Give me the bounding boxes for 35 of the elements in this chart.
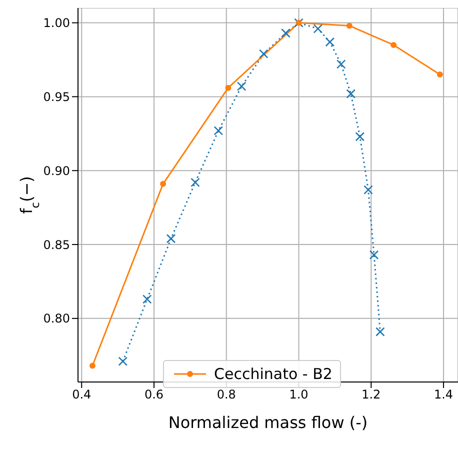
y-tick-label: 1.00 — [43, 16, 70, 30]
y-tick-label: 0.80 — [43, 312, 70, 326]
point — [325, 37, 335, 47]
legend-label: Cecchinato - B2 — [214, 365, 332, 383]
point — [346, 22, 352, 29]
y-tick-label: 0.90 — [43, 164, 70, 178]
point — [259, 49, 268, 58]
x-tick-label: 1.2 — [362, 388, 381, 402]
point — [390, 42, 397, 48]
y-tick-label: 0.85 — [43, 238, 70, 252]
x-tick-label: 0.8 — [216, 388, 236, 402]
point — [369, 250, 379, 260]
x-tick-label: 0.4 — [72, 388, 92, 402]
x-tick-label: 0.6 — [144, 388, 164, 402]
point — [190, 178, 200, 188]
point — [346, 89, 356, 98]
point — [281, 28, 290, 38]
point — [336, 60, 346, 69]
point — [225, 84, 232, 91]
point — [160, 180, 166, 187]
point — [376, 327, 385, 336]
x-axis-title: Normalized mass flow (-) — [168, 413, 368, 432]
point — [436, 72, 443, 78]
point — [89, 362, 96, 369]
x-tick-label: 1.4 — [434, 388, 454, 402]
point — [142, 294, 152, 304]
point — [313, 24, 323, 34]
point — [236, 82, 246, 91]
point — [364, 185, 373, 194]
point — [355, 132, 365, 142]
point — [118, 356, 128, 366]
point — [214, 126, 224, 136]
x-tick-label: 1.0 — [289, 388, 308, 402]
y-tick-label: 0.95 — [43, 90, 70, 104]
point — [166, 234, 176, 244]
